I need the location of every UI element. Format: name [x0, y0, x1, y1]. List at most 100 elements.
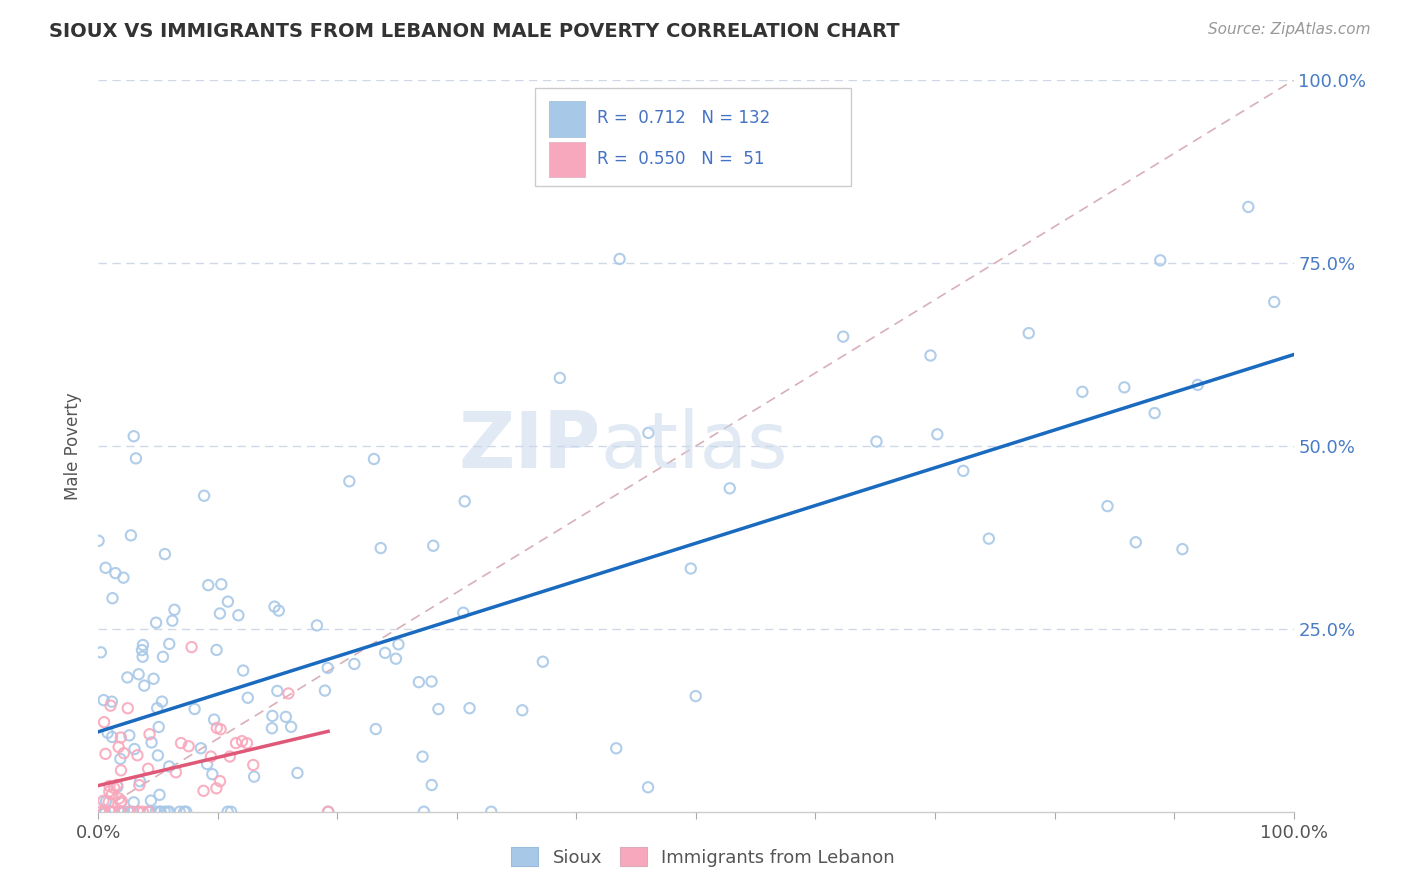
Point	[131, 643, 153, 657]
Text: SIOUX VS IMMIGRANTS FROM LEBANON MALE POVERTY CORRELATION CHART: SIOUX VS IMMIGRANTS FROM LEBANON MALE PO…	[49, 22, 900, 41]
Point	[267, 604, 290, 618]
Point	[131, 649, 153, 664]
Point	[1149, 253, 1171, 268]
Point	[927, 427, 949, 442]
Point	[832, 329, 855, 343]
Point	[101, 805, 124, 819]
Point	[201, 767, 224, 781]
Point	[637, 780, 659, 795]
Point	[173, 805, 195, 819]
Point	[343, 657, 366, 671]
Point	[314, 683, 336, 698]
Point	[236, 736, 259, 750]
Point	[1237, 200, 1260, 214]
Point	[183, 702, 205, 716]
Point	[195, 757, 218, 772]
Point	[90, 805, 112, 819]
Point	[977, 532, 1000, 546]
Point	[117, 805, 139, 819]
Point	[387, 637, 409, 651]
Point	[110, 805, 132, 819]
Point	[337, 475, 360, 489]
Point	[193, 784, 215, 798]
Point	[103, 805, 125, 819]
FancyBboxPatch shape	[548, 102, 585, 136]
Point	[153, 805, 176, 819]
Point	[103, 780, 125, 795]
Point	[105, 778, 128, 792]
Point	[1097, 499, 1119, 513]
Point	[479, 805, 502, 819]
Point	[193, 489, 215, 503]
Point	[107, 780, 129, 794]
Point	[218, 749, 240, 764]
Point	[148, 788, 170, 802]
Point	[145, 805, 167, 819]
Point	[149, 805, 172, 819]
Point	[94, 805, 117, 819]
Point	[157, 759, 180, 773]
Point	[685, 689, 707, 703]
Point	[205, 721, 228, 735]
Point	[146, 701, 169, 715]
Point	[1114, 380, 1136, 394]
Text: Source: ZipAtlas.com: Source: ZipAtlas.com	[1208, 22, 1371, 37]
Point	[385, 651, 408, 665]
Point	[225, 736, 247, 750]
Point	[146, 748, 169, 763]
Point	[1125, 535, 1147, 549]
Point	[98, 779, 121, 793]
Point	[101, 730, 124, 744]
Point	[150, 695, 173, 709]
Point	[138, 727, 160, 741]
Point	[110, 796, 132, 810]
Point	[420, 778, 443, 792]
Point	[219, 805, 242, 819]
Point	[420, 674, 443, 689]
Point	[277, 686, 299, 700]
Point	[205, 781, 228, 796]
Point	[152, 649, 174, 664]
Point	[117, 701, 139, 715]
Point	[197, 578, 219, 592]
Point	[242, 758, 264, 772]
Point	[280, 720, 302, 734]
Point	[209, 723, 232, 737]
Point	[97, 795, 120, 809]
Point	[101, 787, 124, 801]
Point	[718, 481, 741, 495]
Point	[208, 774, 231, 789]
Point	[266, 684, 288, 698]
Point	[112, 571, 135, 585]
Point	[145, 615, 167, 630]
Point	[274, 710, 297, 724]
Point	[531, 655, 554, 669]
Point	[217, 594, 239, 608]
Point	[177, 739, 200, 754]
Point	[209, 577, 232, 591]
Point	[138, 805, 160, 819]
Point	[93, 794, 115, 808]
Point	[453, 606, 475, 620]
Point	[157, 637, 180, 651]
Point	[408, 675, 430, 690]
Point	[1263, 295, 1285, 310]
Point	[87, 533, 110, 548]
Point	[169, 805, 191, 819]
Point	[208, 607, 231, 621]
Point	[93, 715, 115, 730]
Point	[94, 794, 117, 808]
Point	[316, 805, 339, 819]
Point	[90, 645, 112, 659]
Point	[129, 774, 152, 789]
Point	[412, 749, 434, 764]
Point	[141, 735, 163, 749]
Point	[138, 805, 160, 819]
Point	[118, 728, 141, 742]
Text: R =  0.550   N =  51: R = 0.550 N = 51	[596, 150, 765, 168]
Point	[316, 661, 339, 675]
Point	[205, 643, 228, 657]
Point	[952, 464, 974, 478]
Point	[108, 791, 131, 805]
Point	[142, 672, 165, 686]
